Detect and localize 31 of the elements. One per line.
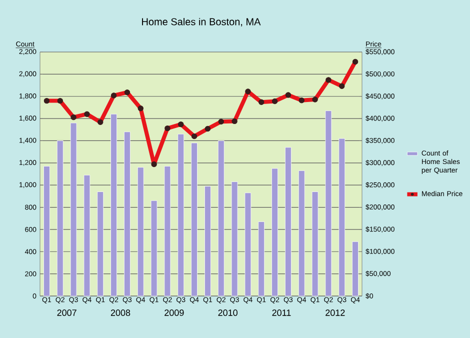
bar	[312, 192, 318, 296]
bar	[338, 138, 346, 296]
bar	[137, 167, 144, 296]
bar	[218, 140, 224, 296]
text: 2007	[57, 310, 76, 316]
bar	[150, 200, 158, 296]
bar	[258, 221, 265, 296]
bar	[56, 140, 64, 296]
bar	[110, 114, 117, 296]
bar	[285, 147, 292, 296]
bar	[325, 110, 332, 296]
bar	[44, 166, 50, 296]
bar	[164, 166, 171, 296]
bar	[97, 192, 104, 296]
bar	[244, 192, 252, 296]
bar	[84, 174, 90, 296]
text: 2011	[272, 310, 291, 316]
bar	[272, 168, 278, 296]
text: 2009	[164, 310, 184, 316]
bar	[352, 241, 358, 296]
bar	[298, 170, 305, 296]
bar	[231, 182, 238, 296]
bar	[204, 186, 211, 296]
bar	[191, 142, 198, 296]
text: 2012	[326, 310, 345, 316]
chart-title: Home Sales in Boston, MA	[142, 18, 261, 26]
bar	[124, 132, 130, 296]
text: 2008	[110, 310, 130, 316]
text: 2010	[218, 310, 238, 316]
bar	[178, 134, 184, 296]
bar	[70, 122, 77, 296]
